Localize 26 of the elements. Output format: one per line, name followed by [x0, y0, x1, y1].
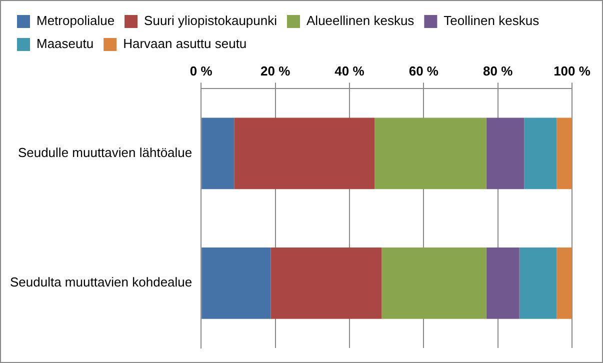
bar [556, 118, 572, 190]
legend-label: Teollinen keskus [444, 13, 540, 28]
legend-label: Alueellinen keskus [306, 13, 415, 28]
bar [556, 247, 572, 319]
bar [524, 118, 557, 190]
x-tick-label: 100 % [554, 63, 591, 78]
bar [374, 118, 486, 190]
legend-label: Maaseutu [36, 36, 94, 52]
legend-label: Harvaan asuttu seutu [123, 36, 247, 52]
x-tick-label: 40 % [334, 63, 365, 78]
bar [270, 247, 382, 319]
bar [486, 247, 520, 319]
x-tick-label: 60 % [408, 63, 439, 78]
legend-label: Metropolialue [36, 13, 115, 28]
bar [382, 247, 486, 319]
y-tick-label: Seudulta muuttavien kohdealue [10, 274, 192, 290]
bar [202, 247, 271, 319]
bar [519, 247, 557, 319]
bar [486, 118, 524, 190]
legend-label: Suuri yliopistokaupunki [144, 13, 278, 28]
bar [234, 118, 375, 190]
x-tick-label: 0 % [190, 63, 213, 78]
x-tick-label: 80 % [483, 63, 514, 78]
x-tick-label: 20 % [260, 63, 291, 78]
bar [202, 118, 234, 190]
y-tick-label: Seudulle muuttavien lähtöalue [18, 145, 192, 160]
